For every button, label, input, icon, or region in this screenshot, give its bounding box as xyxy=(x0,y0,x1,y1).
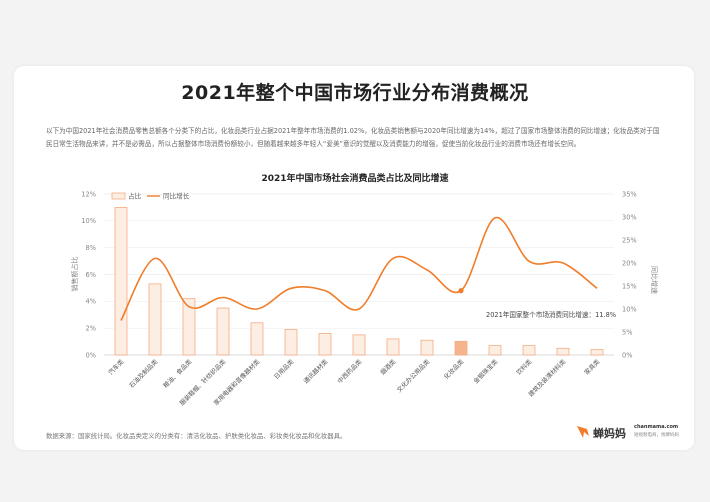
bar xyxy=(284,329,298,356)
bar xyxy=(386,338,400,356)
category-label: 烟酒类 xyxy=(379,358,398,377)
category-labels: 汽车类 石油及制品类 粮油、食品类服装鞋帽、针纺织品类家用电器和音像器材类 日用品类通… xyxy=(107,358,602,407)
legend: 占比 同比增长 xyxy=(111,192,190,201)
brand-name: 蝉妈妈 xyxy=(593,427,626,440)
bar xyxy=(556,347,570,356)
growth-annotation: 2021年国家整个市场消费同比增速：11.8% xyxy=(486,310,616,319)
category-label: 汽车类 xyxy=(107,358,126,377)
brand-tagline: 短视频电商，找蝉妈妈 xyxy=(634,433,679,438)
brand-mark-icon xyxy=(577,426,589,438)
growth-line xyxy=(120,217,598,321)
left-axis-label: 销售额占比 xyxy=(70,257,79,292)
right-tick-label: 15% xyxy=(622,282,637,290)
bar xyxy=(182,298,196,356)
legend-line-label: 同比增长 xyxy=(163,192,190,201)
right-tick-label: 10% xyxy=(622,305,637,313)
category-label: 化妆品类 xyxy=(442,358,465,381)
left-tick-label: 4% xyxy=(86,298,96,306)
category-label: 饮料类 xyxy=(515,358,534,377)
right-tick-label: 30% xyxy=(622,213,637,221)
bar xyxy=(488,345,502,356)
gridlines xyxy=(104,193,614,356)
page-title: 2021年整个中国市场行业分布消费概况 xyxy=(181,82,529,104)
left-tick-label: 10% xyxy=(81,217,96,225)
category-label: 家具类 xyxy=(583,358,602,377)
right-tick-label: 20% xyxy=(622,259,637,267)
left-tick-label: 8% xyxy=(86,244,96,252)
category-label: 通讯器材类 xyxy=(302,358,330,386)
category-label: 文化办公用品类 xyxy=(395,358,431,394)
bar xyxy=(148,283,162,356)
left-tick-label: 12% xyxy=(81,190,96,198)
category-label: 中西药品类 xyxy=(336,358,364,386)
brand-url: chanmama.com xyxy=(634,424,679,430)
left-tick-label: 2% xyxy=(86,324,96,332)
legend-bar-label: 占比 xyxy=(128,192,142,201)
right-tick-label: 5% xyxy=(622,328,632,336)
right-tick-label: 25% xyxy=(622,236,637,244)
bar xyxy=(216,307,230,356)
bar xyxy=(318,333,332,356)
chart-title: 2021年中国市场社会消费品类占比及同比增速 xyxy=(261,172,448,184)
category-label: 金银珠宝类 xyxy=(472,358,500,386)
bar xyxy=(114,207,128,356)
category-label: 石油及制品类 xyxy=(128,358,160,390)
left-tick-label: 6% xyxy=(86,271,96,279)
left-axis-ticks: 0% 2% 4% 6% 8% 10% 12% xyxy=(81,190,96,359)
right-tick-label: 0% xyxy=(622,351,632,359)
bar xyxy=(420,339,434,356)
bar xyxy=(250,322,264,356)
legend-bar-swatch xyxy=(111,192,126,200)
left-tick-label: 0% xyxy=(86,351,96,359)
bar xyxy=(522,345,536,356)
highlight-point xyxy=(458,288,464,294)
right-axis-ticks: 0% 5% 10% 15% 20% 25% 30% 35% xyxy=(622,190,637,359)
brand-logo: 蝉妈妈 chanmama.com 短视频电商，找蝉妈妈 xyxy=(576,422,686,444)
bars xyxy=(114,207,604,356)
right-tick-label: 35% xyxy=(622,190,637,198)
growth-line-path xyxy=(120,217,598,321)
bar xyxy=(352,334,366,356)
category-label: 粮油、食品类 xyxy=(162,358,194,390)
data-source-footnote: 数据来源：国家统计局。化妆品类定义的分类有：清洁化妆品、护肤类化妆品、彩妆类化妆… xyxy=(46,432,347,440)
right-axis-label: 同比增速 xyxy=(650,266,659,294)
bar xyxy=(590,349,604,356)
bar xyxy=(454,340,468,356)
category-label: 日用品类 xyxy=(272,358,295,381)
intro-paragraph: 以下为中国2021年社会消费品零售总额各个分类下的占比，化妆品类行业占据2021… xyxy=(46,127,660,148)
